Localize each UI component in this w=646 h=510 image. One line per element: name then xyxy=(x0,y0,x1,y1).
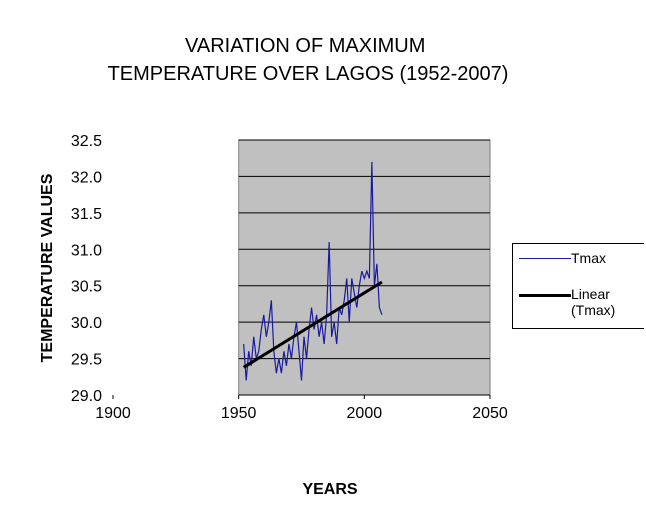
x-tick-label: 1900 xyxy=(95,405,131,422)
y-tick-label: 29.5 xyxy=(71,352,102,369)
x-axis-label: YEARS xyxy=(302,481,357,498)
y-tick-label: 29.0 xyxy=(71,388,102,405)
legend-swatch xyxy=(519,294,571,297)
y-tick-label: 32.0 xyxy=(71,169,102,186)
line-series xyxy=(243,161,383,381)
x-tick-label: 2050 xyxy=(472,405,508,422)
chart-title: VARIATION OF MAXIMUM TEMPERATURE OVER LA… xyxy=(108,35,509,85)
legend-item: Linear (Tmax) xyxy=(519,286,639,318)
x-tick-label: 1950 xyxy=(221,405,257,422)
legend-item: Tmax xyxy=(519,250,639,266)
line-series xyxy=(242,280,383,369)
y-tick-label: 32.5 xyxy=(71,133,102,150)
y-axis-label: TEMPERATURE VALUES xyxy=(39,173,56,362)
x-tick-label: 2000 xyxy=(347,405,383,422)
plot-area xyxy=(238,139,491,396)
legend-swatch xyxy=(519,258,571,259)
legend-label: Tmax xyxy=(571,250,606,266)
y-tick-label: 30.5 xyxy=(71,279,102,296)
y-tick-label: 31.0 xyxy=(71,242,102,259)
legend-label: Linear (Tmax) xyxy=(571,286,616,318)
legend: Tmax Linear (Tmax) xyxy=(512,243,644,329)
y-tick-label: 30.0 xyxy=(71,315,102,332)
y-tick-label: 31.5 xyxy=(71,206,102,223)
